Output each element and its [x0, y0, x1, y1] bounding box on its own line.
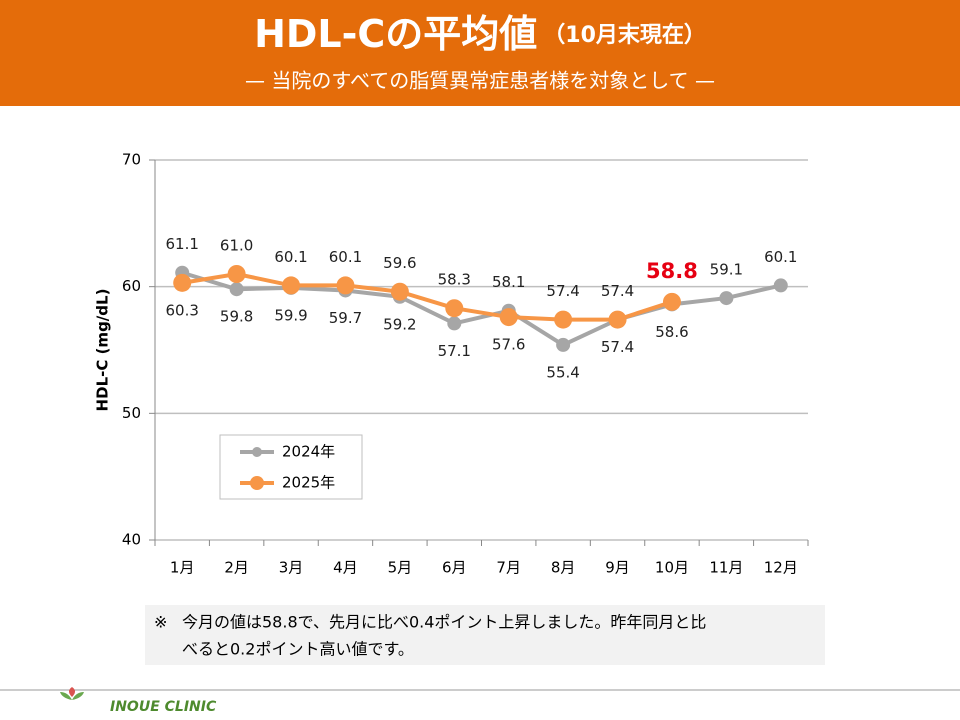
- data-label: 59.2: [383, 315, 416, 333]
- data-label: 60.1: [764, 248, 797, 266]
- data-point: [662, 292, 681, 311]
- x-tick-label: 12月: [764, 559, 798, 577]
- data-label: 57.4: [601, 282, 634, 300]
- clinic-name: INOUE CLINIC: [110, 699, 217, 715]
- header-band: [0, 0, 960, 106]
- subtitle: — 当院のすべての脂質異常症患者様を対象として —: [245, 69, 715, 93]
- title-main: HDL-Cの平均値: [254, 12, 537, 56]
- x-tick-label: 7月: [496, 559, 521, 577]
- data-point: [719, 291, 734, 306]
- data-label: 59.6: [383, 254, 416, 272]
- x-tick-label: 10月: [655, 559, 689, 577]
- legend-label: 2024年: [282, 443, 335, 461]
- data-point: [554, 310, 573, 329]
- x-tick-label: 6月: [442, 559, 467, 577]
- data-label: 57.1: [438, 342, 471, 360]
- data-label: 58.6: [655, 323, 688, 341]
- data-label: 59.7: [329, 309, 362, 327]
- x-tick-label: 8月: [551, 559, 576, 577]
- data-point: [229, 282, 244, 297]
- data-label: 60.1: [274, 248, 307, 266]
- data-point: [447, 316, 462, 331]
- legend-marker: [252, 447, 262, 457]
- data-label: 57.6: [492, 336, 525, 354]
- logo: [60, 687, 84, 700]
- data-label: 58.8: [646, 259, 698, 283]
- data-point: [499, 308, 518, 327]
- data-point: [390, 282, 409, 301]
- data-label: 55.4: [546, 363, 579, 381]
- data-label: 61.1: [166, 235, 199, 253]
- data-label: 60.3: [166, 301, 199, 319]
- x-tick-label: 11月: [709, 559, 743, 577]
- data-point: [227, 265, 246, 283]
- data-point: [173, 273, 192, 292]
- note-line: べると0.2ポイント高い値です。: [182, 640, 414, 659]
- x-tick-label: 5月: [388, 559, 413, 577]
- data-label: 59.8: [220, 308, 253, 326]
- x-tick-label: 3月: [279, 559, 304, 577]
- note-box: [145, 605, 825, 665]
- note-mark: ※: [154, 613, 167, 632]
- x-tick-label: 1月: [170, 559, 195, 577]
- data-label: 57.4: [601, 338, 634, 356]
- data-point: [445, 299, 464, 318]
- data-label: 58.1: [492, 273, 525, 291]
- title: HDL-Cの平均値 （10月末現在）: [254, 12, 706, 56]
- legend-box: [219, 434, 363, 500]
- series-line: [181, 271, 673, 322]
- data-point: [336, 276, 355, 295]
- series-line: [181, 270, 782, 348]
- title-note: （10月末現在）: [543, 22, 706, 48]
- data-point: [773, 278, 788, 293]
- data-point: [282, 276, 301, 295]
- y-tick-label: 60: [122, 277, 141, 295]
- data-label: 57.4: [546, 282, 579, 300]
- note-line: 今月の値は58.8で、先月に比べ0.4ポイント上昇しました。昨年同月と比: [182, 613, 706, 632]
- data-label: 59.1: [710, 261, 743, 279]
- data-label: 60.1: [329, 248, 362, 266]
- data-label: 59.9: [274, 306, 307, 324]
- chart: 40 50 60 70 HDL-C (mg/dL) 1月 2月 3月 4月 5月 6月 7月 8月 9月 1…: [94, 151, 809, 577]
- y-axis-label: HDL-C (mg/dL): [94, 289, 112, 412]
- y-tick-label: 50: [122, 404, 141, 422]
- legend-marker: [250, 476, 264, 490]
- data-point: [608, 310, 627, 329]
- x-tick-label: 9月: [605, 559, 630, 577]
- data-label: 61.0: [220, 237, 253, 255]
- y-tick-label: 40: [122, 531, 141, 549]
- x-tick-label: 2月: [224, 559, 249, 577]
- y-tick-label: 70: [122, 151, 141, 169]
- data-point: [556, 337, 571, 352]
- x-tick-label: 4月: [333, 559, 358, 577]
- legend-label: 2025年: [282, 474, 335, 492]
- data-label: 58.3: [438, 271, 471, 289]
